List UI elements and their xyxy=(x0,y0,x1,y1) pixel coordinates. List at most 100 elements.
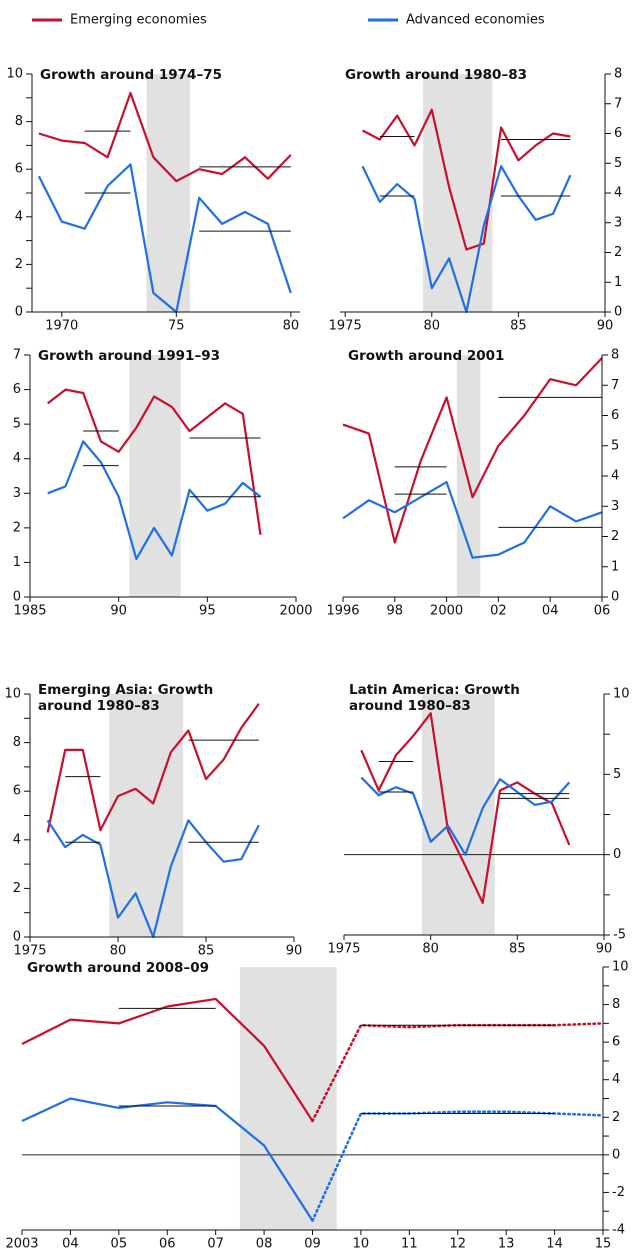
y-tick-label: 8 xyxy=(614,67,622,82)
panel-title: Growth around 2008–09 xyxy=(27,960,209,976)
y-tick-label: 8 xyxy=(13,735,21,750)
x-tick-label: 09 xyxy=(304,1237,321,1252)
y-tick-label: 6 xyxy=(13,784,21,799)
x-tick-label: 90 xyxy=(110,604,127,619)
x-tick-label: 90 xyxy=(596,942,613,957)
panel: 1975 80 85 90 0 2 4 6 8 10 Emerging Asia: Growthar… xyxy=(4,682,302,959)
panel-title: Emerging Asia: Growth xyxy=(38,682,213,698)
x-tick-label: 90 xyxy=(597,319,614,334)
panel-title: Growth around 2001 xyxy=(348,348,504,364)
x-tick-label: 06 xyxy=(159,1237,176,1252)
y-tick-label: 10 xyxy=(613,687,630,702)
series-line xyxy=(342,481,603,559)
y-tick-label: 5 xyxy=(613,767,621,782)
panel-title: Growth around 1980–83 xyxy=(345,67,527,83)
y-tick-label: 3 xyxy=(614,215,622,230)
recession-shade xyxy=(423,74,493,312)
y-tick-label: 10 xyxy=(6,67,23,82)
x-tick-label: 85 xyxy=(509,942,526,957)
x-tick-label: 90 xyxy=(286,944,303,959)
y-tick-label: 6 xyxy=(612,1035,620,1050)
y-tick-label: 6 xyxy=(614,126,622,141)
y-tick-label: 0 xyxy=(13,930,21,945)
series-line xyxy=(342,357,603,544)
panel: 1975 80 85 90-5 0 5 10 Latin America: Growtharo… xyxy=(327,682,629,957)
recession-shade xyxy=(239,967,337,1230)
legend-label: Advanced economies xyxy=(406,13,545,28)
x-tick-label: 11 xyxy=(401,1237,418,1252)
y-tick-label: 5 xyxy=(614,156,622,171)
y-tick-label: 10 xyxy=(612,960,629,975)
y-tick-label: 6 xyxy=(611,408,619,423)
recession-shade xyxy=(456,355,481,597)
recession-shade xyxy=(129,355,181,597)
panel-title: around 1980–83 xyxy=(38,698,160,714)
x-tick-label: 75 xyxy=(168,319,185,334)
x-tick-label: 2000 xyxy=(430,604,463,619)
x-tick-label: 95 xyxy=(199,604,216,619)
y-tick-label: 0 xyxy=(614,305,622,320)
panel: 1975 80 85 900 1 2 3 4 5 6 7 8 Growth around 1980–83 xyxy=(329,67,623,334)
x-tick-label: 04 xyxy=(542,604,559,619)
y-tick-label: 0 xyxy=(611,590,619,605)
series-line xyxy=(47,388,262,535)
panel: 2003 04 05 06 07 08 09 10 11 12 13 14 15-4 -2 0 2 4 6 8 10 G… xyxy=(5,960,628,1252)
recession-shade xyxy=(109,694,184,937)
x-tick-label: 1970 xyxy=(45,319,78,334)
series-line xyxy=(360,776,571,856)
x-tick-label: 1996 xyxy=(326,604,359,619)
y-tick-label: 3 xyxy=(611,499,619,514)
x-tick-label: 80 xyxy=(283,319,300,334)
y-tick-label: 6 xyxy=(13,382,21,397)
x-tick-label: 15 xyxy=(595,1237,612,1252)
y-tick-label: 2 xyxy=(612,1110,620,1125)
y-tick-label: 4 xyxy=(13,451,21,466)
series-line xyxy=(46,703,260,833)
y-tick-label: 1 xyxy=(13,555,21,570)
x-tick-label: 06 xyxy=(594,604,611,619)
legend-label: Emerging economies xyxy=(70,13,207,28)
y-tick-label: 6 xyxy=(15,162,23,177)
x-tick-label: 14 xyxy=(546,1237,563,1252)
y-tick-label: 8 xyxy=(611,348,619,363)
y-tick-label: 4 xyxy=(15,209,23,224)
x-tick-label: 07 xyxy=(207,1237,224,1252)
y-tick-label: 0 xyxy=(13,590,21,605)
x-tick-label: 2003 xyxy=(5,1237,38,1252)
x-tick-label: 02 xyxy=(490,604,507,619)
x-tick-label: 98 xyxy=(387,604,404,619)
series-line xyxy=(21,997,314,1122)
y-tick-label: -2 xyxy=(612,1185,625,1200)
panel-title: Growth around 1974–75 xyxy=(40,67,222,83)
y-tick-label: 0 xyxy=(612,1147,620,1162)
y-tick-label: -5 xyxy=(613,928,626,943)
series-line xyxy=(38,91,292,183)
x-tick-label: 80 xyxy=(422,942,439,957)
y-tick-label: 5 xyxy=(611,438,619,453)
y-tick-label: 2 xyxy=(15,257,23,272)
y-tick-label: 8 xyxy=(612,997,620,1012)
y-tick-label: 7 xyxy=(611,378,619,393)
y-tick-label: 3 xyxy=(13,486,21,501)
recession-shade xyxy=(146,74,191,312)
x-tick-label: 1975 xyxy=(327,942,360,957)
legend: Emerging economies Advanced economies xyxy=(32,13,545,28)
x-tick-label: 1975 xyxy=(329,319,362,334)
y-tick-label: 4 xyxy=(13,832,21,847)
y-tick-label: 0 xyxy=(15,305,23,320)
y-tick-label: 0 xyxy=(613,847,621,862)
x-tick-label: 2000 xyxy=(279,604,312,619)
x-tick-label: 08 xyxy=(256,1237,273,1252)
x-tick-label: 80 xyxy=(424,319,441,334)
y-tick-label: 2 xyxy=(614,245,622,260)
x-tick-label: 85 xyxy=(198,944,215,959)
panel: 1996 98 2000 02 04 060 1 2 3 4 5 6 7 8 Growth around 2… xyxy=(326,348,619,619)
panel: 1970 75 80 0 2 4 6 8 10 Growth around 1974–75 xyxy=(6,67,300,334)
series-line xyxy=(361,108,571,251)
panel-title: around 1980–83 xyxy=(349,698,471,714)
y-tick-label: -4 xyxy=(612,1223,625,1238)
y-tick-label: 8 xyxy=(15,114,23,129)
y-tick-label: 4 xyxy=(612,1072,620,1087)
y-tick-label: 2 xyxy=(13,520,21,535)
